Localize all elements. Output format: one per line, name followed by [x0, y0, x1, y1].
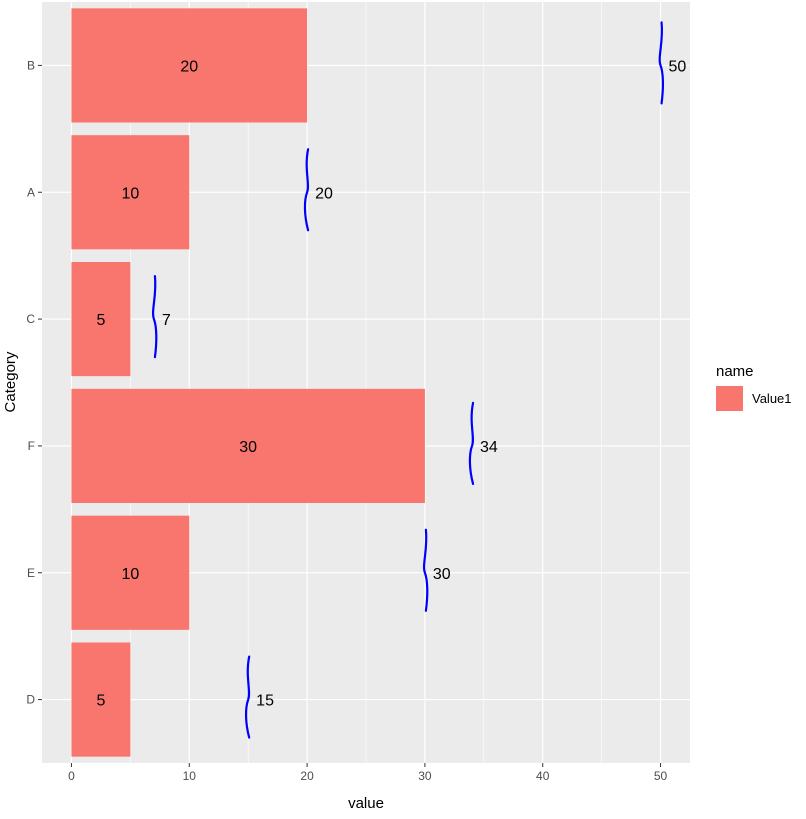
bar-labels: 20 10 5 30 10 5	[96, 58, 257, 709]
bar-C	[71, 262, 131, 377]
value2-mark-E	[422, 528, 429, 612]
y-tick-label: C	[26, 312, 35, 326]
x-tick-label: 20	[300, 769, 314, 783]
bar-label-B: 20	[180, 58, 198, 75]
value2-mark-B	[658, 21, 665, 105]
y-tick-label: E	[27, 566, 35, 580]
x-tick-label: 10	[183, 769, 197, 783]
y-tick-label: A	[27, 185, 35, 199]
bar-label-D: 5	[96, 693, 105, 710]
value2-mark-C	[151, 274, 158, 359]
value2-mark-F	[468, 401, 475, 486]
x-axis: 0 10 20 30 40 50	[68, 763, 668, 783]
legend-entries: Value1	[716, 386, 792, 411]
legend-label-Value1: Value1	[752, 391, 792, 406]
bar-E	[71, 515, 190, 630]
grid-minor	[130, 2, 602, 763]
value2-label-D: 15	[256, 693, 274, 710]
value2-label-B: 50	[669, 58, 687, 75]
y-tick-label: B	[27, 58, 35, 72]
bars	[71, 8, 425, 757]
y-axis-title: Category	[2, 351, 19, 412]
bar-label-C: 5	[96, 312, 105, 329]
bar-label-F: 30	[239, 439, 257, 456]
value2-mark-A	[303, 148, 310, 232]
bar-D	[71, 642, 131, 757]
value2-marks: 50 20 7 34 30 15	[151, 21, 687, 739]
x-tick-label: 40	[536, 769, 550, 783]
value2-label-F: 34	[480, 439, 498, 456]
bar-label-A: 10	[121, 185, 139, 202]
x-tick-label: 50	[654, 769, 668, 783]
value2-label-C: 7	[162, 312, 171, 329]
value2-mark-D	[244, 655, 251, 739]
x-tick-label: 30	[418, 769, 432, 783]
y-tick-label: D	[26, 693, 35, 707]
y-axis: B A C F E D	[26, 58, 42, 707]
bar-B	[71, 8, 308, 123]
legend: name Value1	[716, 363, 792, 411]
bar-A	[71, 135, 190, 250]
legend-title: name	[716, 363, 754, 380]
bar-label-E: 10	[121, 566, 139, 583]
value2-label-E: 30	[433, 566, 451, 583]
legend-key-Value1	[716, 386, 743, 411]
x-axis-title: value	[348, 795, 384, 812]
y-tick-label: F	[28, 439, 35, 453]
bar-F	[71, 388, 425, 503]
x-tick-label: 0	[68, 769, 75, 783]
value2-label-A: 20	[315, 185, 333, 202]
